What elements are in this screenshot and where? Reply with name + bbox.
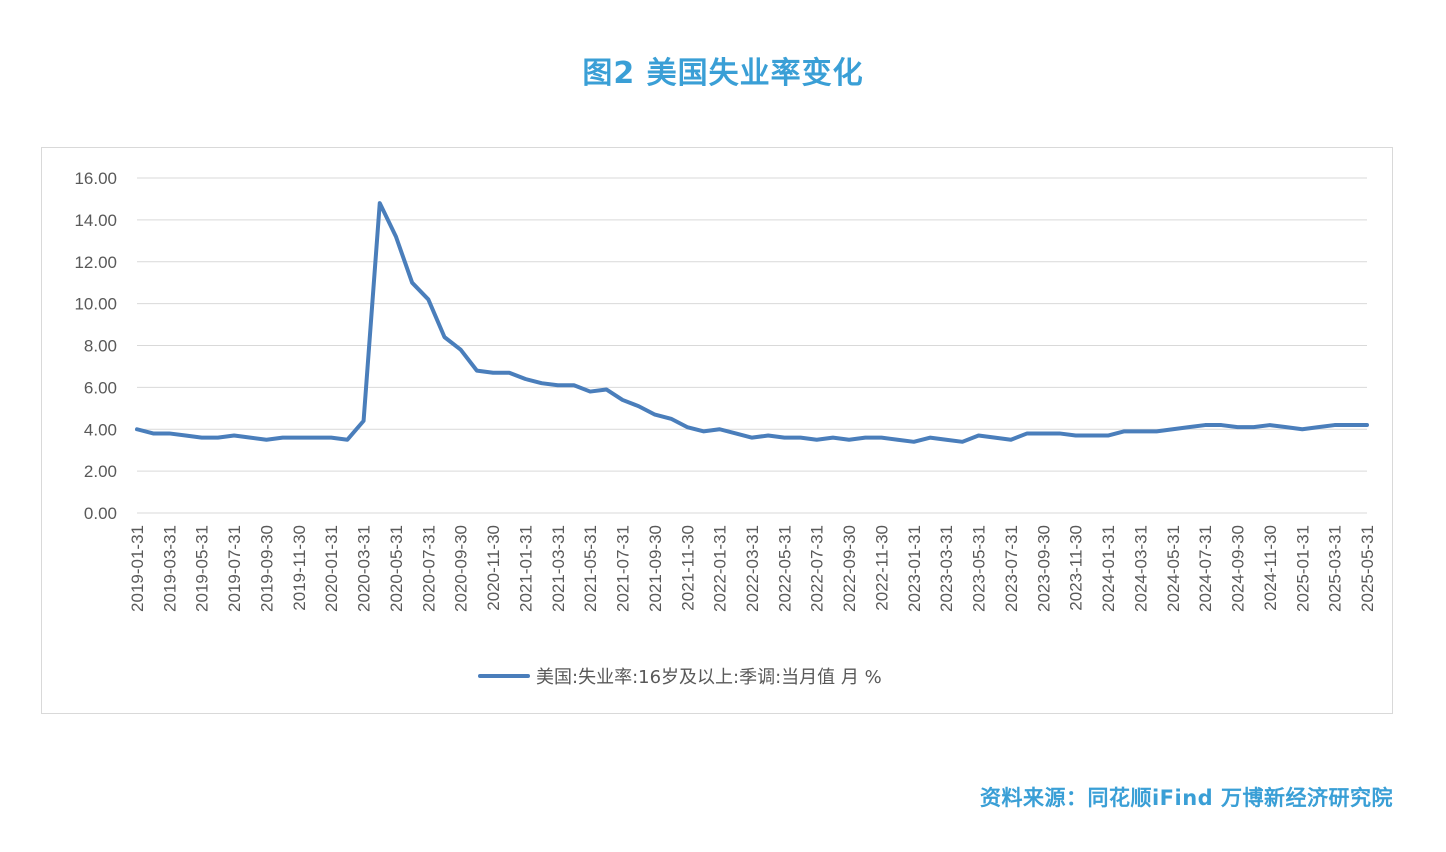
x-tick-label: 2024-01-31 xyxy=(1099,525,1118,612)
x-tick-label: 2025-05-31 xyxy=(1358,525,1377,612)
x-tick-label: 2020-07-31 xyxy=(419,525,438,612)
legend-label: 美国:失业率:16岁及以上:季调:当月值 月 % xyxy=(536,667,882,688)
x-tick-label: 2022-05-31 xyxy=(775,525,794,612)
x-tick-label: 2020-05-31 xyxy=(387,525,406,612)
x-tick-label: 2023-01-31 xyxy=(905,525,924,612)
x-tick-label: 2023-07-31 xyxy=(1002,525,1021,612)
x-tick-label: 2024-09-30 xyxy=(1229,525,1248,612)
x-tick-label: 2019-01-31 xyxy=(128,525,147,612)
x-tick-label: 2024-03-31 xyxy=(1131,525,1150,612)
x-tick-label: 2021-07-31 xyxy=(614,525,633,612)
x-tick-label: 2022-09-30 xyxy=(840,525,859,612)
y-tick-label: 14.00 xyxy=(74,211,117,230)
x-tick-label: 2021-09-30 xyxy=(646,525,665,612)
x-tick-label: 2019-11-30 xyxy=(290,525,309,611)
x-tick-label: 2019-05-31 xyxy=(193,525,212,612)
x-tick-label: 2024-11-30 xyxy=(1261,525,1280,611)
y-tick-label: 4.00 xyxy=(84,420,117,439)
x-tick-label: 2020-03-31 xyxy=(355,525,374,612)
x-tick-label: 2022-11-30 xyxy=(872,525,891,611)
x-tick-label: 2021-01-31 xyxy=(516,525,535,612)
x-tick-label: 2022-03-31 xyxy=(743,525,762,612)
y-tick-label: 2.00 xyxy=(84,462,117,481)
gridlines xyxy=(137,177,1367,514)
x-tick-label: 2024-05-31 xyxy=(1164,525,1183,612)
x-tick-label: 2025-01-31 xyxy=(1293,525,1312,612)
y-tick-label: 12.00 xyxy=(74,253,117,272)
x-tick-label: 2023-05-31 xyxy=(970,525,989,612)
y-axis-tick-labels: 0.00 2.00 4.00 6.00 8.00 10.00 12.00 14.00 16.00 xyxy=(74,169,117,523)
x-tick-label: 2019-03-31 xyxy=(160,525,179,612)
x-tick-label: 2020-01-31 xyxy=(322,525,341,612)
x-tick-label: 2024-07-31 xyxy=(1196,525,1215,612)
x-tick-label: 2022-01-31 xyxy=(711,525,730,612)
legend: 美国:失业率:16岁及以上:季调:当月值 月 % xyxy=(478,667,882,688)
unemployment-line-chart: 0.00 2.00 4.00 6.00 8.00 10.00 12.00 14.00 16.00… xyxy=(74,169,1377,688)
x-tick-label: 2025-03-31 xyxy=(1326,525,1345,612)
y-tick-label: 0.00 xyxy=(84,504,117,523)
x-tick-label: 2021-11-30 xyxy=(678,525,697,611)
x-tick-label: 2021-05-31 xyxy=(581,525,600,612)
x-tick-label: 2022-07-31 xyxy=(808,525,827,612)
y-tick-label: 8.00 xyxy=(84,337,117,356)
page-title: 图2 美国失业率变化 xyxy=(582,56,864,91)
y-tick-label: 10.00 xyxy=(74,295,117,314)
series-lines xyxy=(135,201,1369,444)
source-note: 资料来源：同花顺iFind 万博新经济研究院 xyxy=(979,786,1393,810)
x-tick-label: 2023-03-31 xyxy=(937,525,956,612)
y-tick-label: 6.00 xyxy=(84,378,117,397)
x-axis-tick-labels: 2019-01-31 2019-03-31 2019-05-31 2019-07-31… xyxy=(128,525,1377,612)
x-tick-label: 2021-03-31 xyxy=(549,525,568,612)
chart-container: 0.00 2.00 4.00 6.00 8.00 10.00 12.00 14.00 16.00… xyxy=(41,147,1393,714)
y-tick-label: 16.00 xyxy=(74,169,117,188)
x-tick-label: 2023-11-30 xyxy=(1067,525,1086,611)
x-tick-label: 2023-09-30 xyxy=(1034,525,1053,612)
series-line xyxy=(135,201,1369,444)
x-tick-label: 2020-09-30 xyxy=(452,525,471,612)
x-tick-label: 2019-07-31 xyxy=(225,525,244,612)
x-tick-label: 2020-11-30 xyxy=(484,525,503,611)
x-tick-label: 2019-09-30 xyxy=(257,525,276,612)
